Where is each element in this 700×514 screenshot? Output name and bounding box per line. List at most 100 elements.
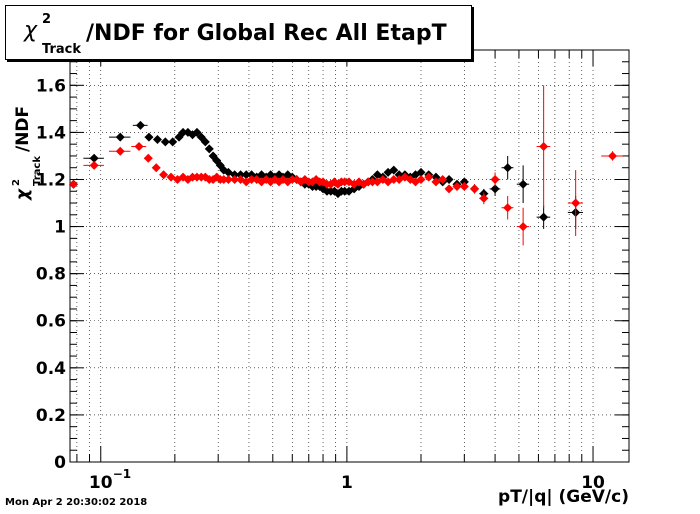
marker xyxy=(389,165,399,175)
data-point xyxy=(416,174,426,184)
marker xyxy=(452,182,462,192)
data-point xyxy=(219,174,229,184)
data-point xyxy=(132,120,148,130)
y-axis-label: χ 2 Track /NDF xyxy=(11,106,43,201)
data-point xyxy=(108,146,131,156)
data-point xyxy=(83,153,104,163)
data-point xyxy=(501,195,514,220)
title-subscript: Track xyxy=(42,42,81,57)
marker xyxy=(416,174,426,184)
y-tick-label: 1 xyxy=(54,218,66,238)
marker xyxy=(539,142,549,152)
x-tick-label-exponent: −1 xyxy=(113,467,131,481)
marker xyxy=(571,198,581,208)
chart-title-box: χ 2 Track /NDF for Global Rec All EtapT xyxy=(5,5,472,60)
data-point xyxy=(389,165,399,175)
x-tick-label: 1 xyxy=(341,473,353,493)
marker xyxy=(151,163,161,173)
axes: 00.20.40.60.811.21.41.610 −1 1 10 xyxy=(36,49,629,493)
data-point xyxy=(501,155,514,180)
marker xyxy=(459,177,469,187)
marker xyxy=(89,160,99,170)
marker xyxy=(470,184,480,194)
marker xyxy=(389,174,399,184)
marker xyxy=(431,177,441,187)
marker xyxy=(115,146,125,156)
timestamp-footer: Mon Apr 2 20:30:02 2018 xyxy=(5,497,148,508)
marker xyxy=(89,153,99,163)
data-point xyxy=(144,132,154,142)
marker xyxy=(518,222,528,232)
svg-text:/NDF: /NDF xyxy=(13,106,33,152)
marker xyxy=(204,144,214,154)
data-point xyxy=(601,151,623,161)
title-chi-symbol: χ xyxy=(24,18,38,43)
data-point xyxy=(459,182,469,192)
data-point xyxy=(230,174,240,184)
x-tick-label: 10 xyxy=(89,473,113,493)
marker xyxy=(135,120,145,130)
x-tick-label: 10 xyxy=(581,473,605,493)
data-point xyxy=(204,144,214,154)
y-tick-label: 1.4 xyxy=(36,123,66,143)
data-point xyxy=(152,134,162,144)
x-axis-label: pT/|q| (GeV/c) xyxy=(498,487,629,507)
marker xyxy=(134,142,144,152)
marker xyxy=(608,151,618,161)
chart-title: /NDF for Global Rec All EtapT xyxy=(86,21,447,46)
marker xyxy=(230,174,240,184)
marker xyxy=(159,170,169,180)
data-point xyxy=(389,174,399,184)
y-tick-label: 1.2 xyxy=(36,170,66,190)
marker xyxy=(431,172,441,182)
marker xyxy=(200,137,210,147)
svg-text:2: 2 xyxy=(11,179,22,186)
marker xyxy=(219,174,229,184)
marker xyxy=(144,132,154,142)
data-point xyxy=(567,170,583,236)
marker xyxy=(230,170,240,180)
marker xyxy=(416,167,426,177)
grid-lines xyxy=(70,50,629,462)
marker xyxy=(367,177,377,187)
marker xyxy=(479,193,489,203)
data-point xyxy=(536,205,551,229)
data-point xyxy=(489,172,501,187)
marker xyxy=(490,184,500,194)
y-tick-label: 0 xyxy=(54,453,66,473)
plot-frame xyxy=(69,49,630,463)
data-point xyxy=(131,142,147,152)
data-point xyxy=(536,85,551,208)
marker xyxy=(178,127,188,137)
data-point xyxy=(160,137,170,147)
marker xyxy=(168,137,178,147)
marker xyxy=(236,170,246,180)
data-point xyxy=(247,174,257,184)
data-point xyxy=(367,177,377,187)
marker xyxy=(69,179,79,189)
y-tick-label: 0.6 xyxy=(36,312,66,332)
title-superscript: 2 xyxy=(42,12,52,27)
data-point xyxy=(151,163,161,173)
marker xyxy=(444,174,454,184)
marker xyxy=(438,174,448,184)
marker xyxy=(143,153,153,163)
data-point xyxy=(438,174,448,184)
marker xyxy=(115,132,125,142)
data-point xyxy=(516,207,530,246)
marker xyxy=(444,184,454,194)
data-point xyxy=(444,174,454,184)
y-tick-label: 0.8 xyxy=(36,265,66,285)
data-point xyxy=(479,192,489,205)
marker xyxy=(247,174,257,184)
data-point xyxy=(69,179,79,189)
marker xyxy=(518,179,528,189)
marker xyxy=(503,163,513,173)
marker xyxy=(223,174,233,184)
data-point xyxy=(168,137,178,147)
y-tick-label: 0.2 xyxy=(36,406,66,426)
y-tick-label: 0.4 xyxy=(36,359,66,379)
data-point xyxy=(444,184,454,194)
data-point xyxy=(424,172,434,182)
data-point xyxy=(223,174,233,184)
